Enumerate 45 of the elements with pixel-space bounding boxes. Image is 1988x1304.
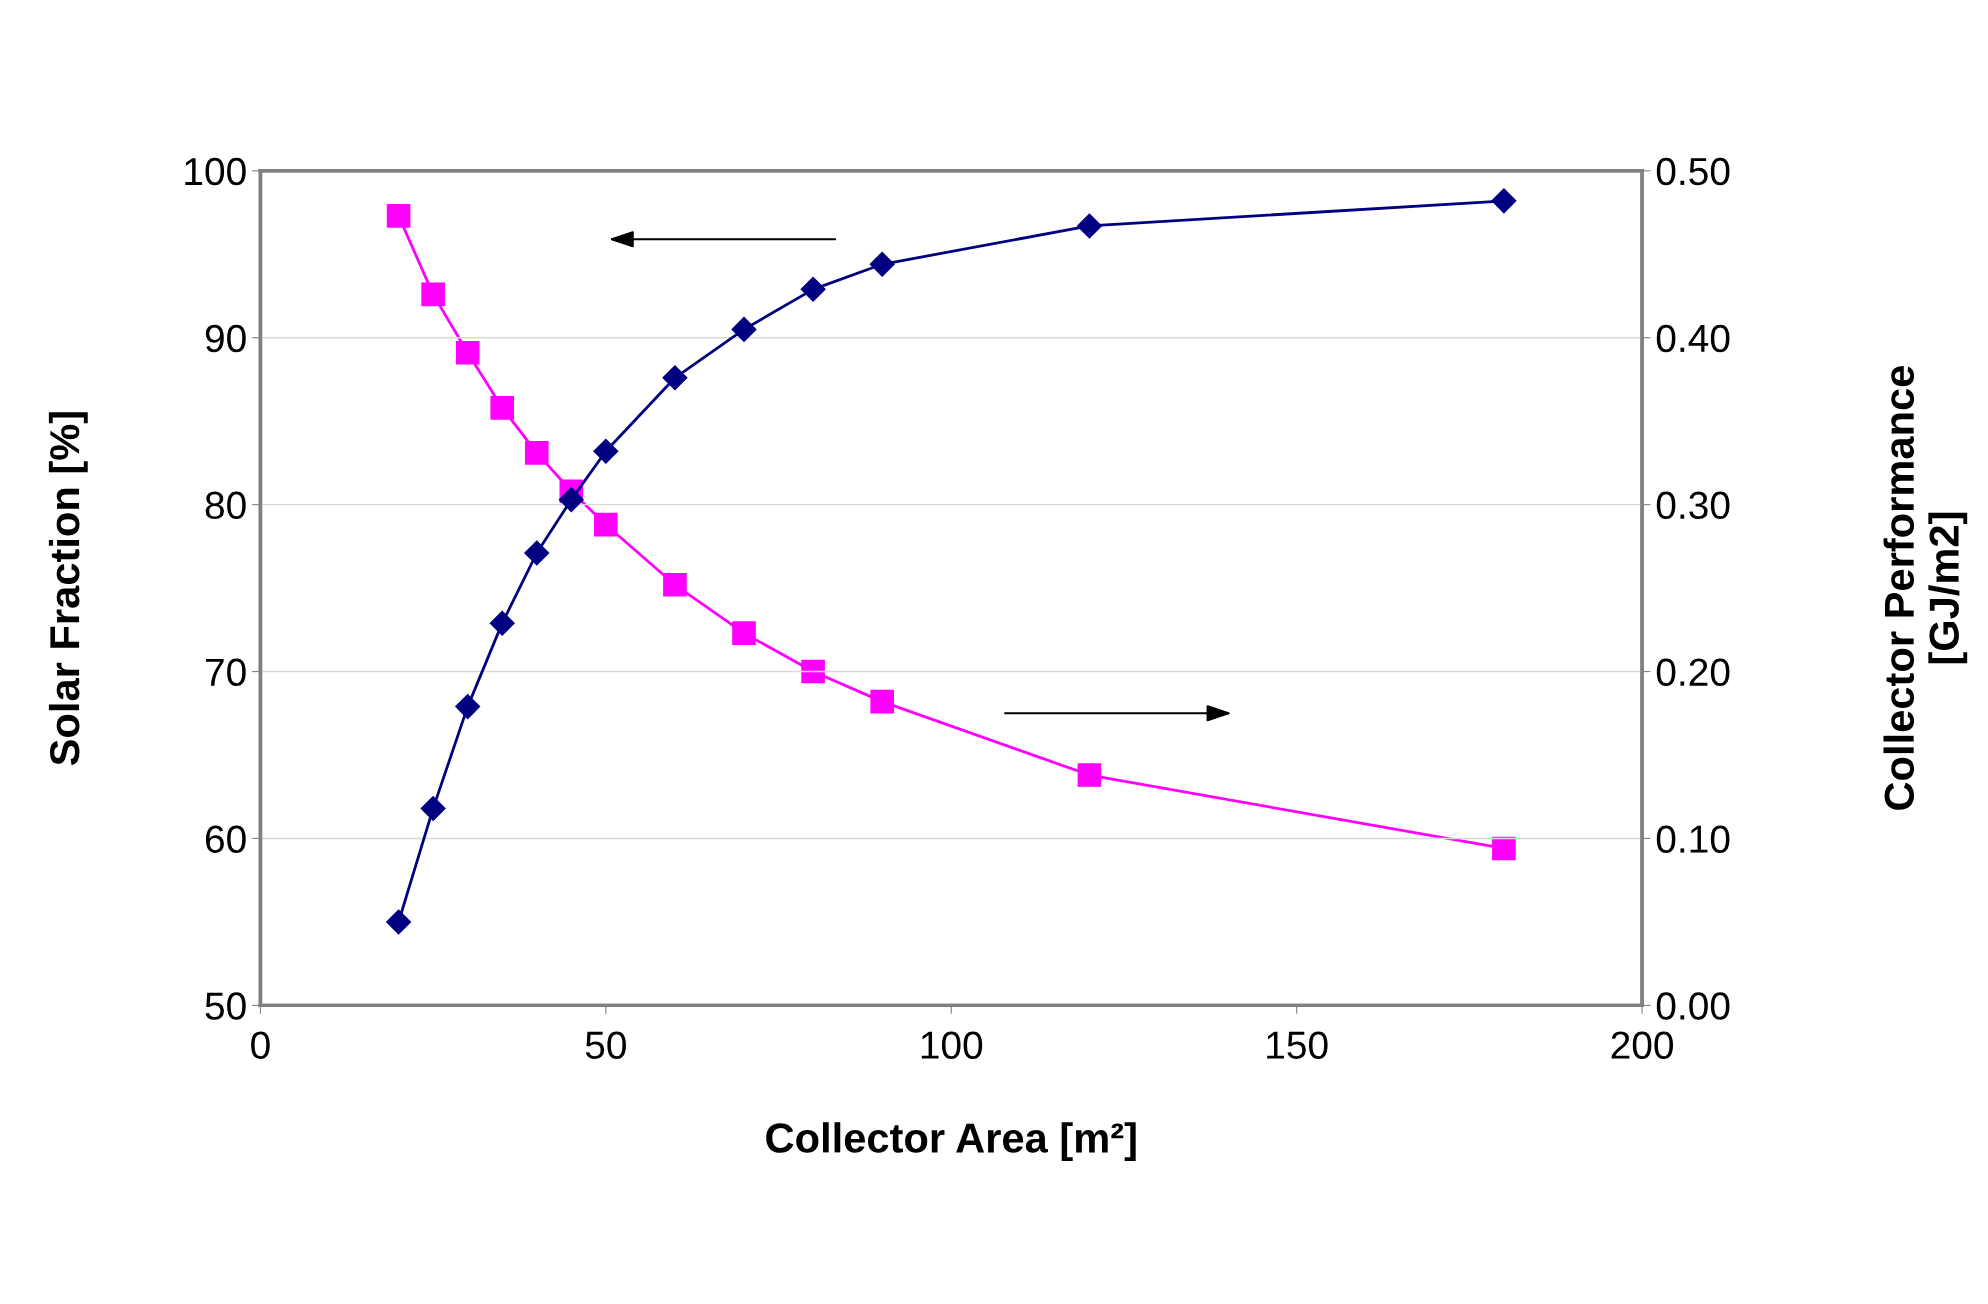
point (593, 438, 619, 464)
point (489, 610, 515, 636)
point (732, 621, 756, 645)
y-tick-label: 90 (205, 324, 246, 353)
y-tick-label: 100 (185, 157, 246, 186)
point (455, 694, 481, 720)
point (801, 659, 825, 684)
y-tick-label: 60 (205, 825, 246, 853)
point (731, 316, 757, 342)
point (662, 365, 688, 391)
point (490, 396, 515, 420)
y2-tick-label: 0.10 (1656, 825, 1730, 853)
x-tick-label: 0 (251, 1031, 270, 1059)
y-tick-label: 70 (205, 658, 246, 687)
point (1076, 213, 1102, 239)
y2-tick-label: 0.50 (1656, 157, 1730, 186)
x-tick-label: 50 (585, 1031, 626, 1059)
point (1492, 836, 1516, 861)
point (455, 340, 480, 365)
y2-axis-title: Collector Performance [GJ/m2] (1883, 366, 1968, 810)
point (663, 572, 687, 597)
point (594, 512, 618, 537)
y2-tick-label: 0.20 (1656, 658, 1730, 687)
y2-tick-label: 0.30 (1656, 491, 1730, 520)
point (869, 251, 895, 277)
x-tick-label: 200 (1611, 1031, 1674, 1059)
point (558, 487, 584, 513)
point (386, 204, 411, 228)
point (524, 540, 550, 566)
y2-tick-label: 0.40 (1656, 324, 1730, 353)
point (386, 909, 412, 935)
point (524, 441, 549, 465)
x-axis-title: Collector Area [m²] (766, 1122, 1136, 1162)
y2-tick-label: 0.00 (1656, 992, 1730, 1020)
x-tick-label: 150 (1267, 1031, 1328, 1059)
y-tick-label: 50 (205, 992, 246, 1020)
point (800, 276, 826, 302)
point (870, 689, 894, 714)
x-tick-label: 100 (921, 1031, 983, 1059)
point (421, 282, 445, 307)
point (420, 795, 446, 821)
y-axis-title: Solar Fraction [%] (48, 412, 88, 766)
point (1077, 763, 1102, 787)
y-tick-label: 80 (205, 491, 246, 520)
point (1491, 188, 1517, 214)
